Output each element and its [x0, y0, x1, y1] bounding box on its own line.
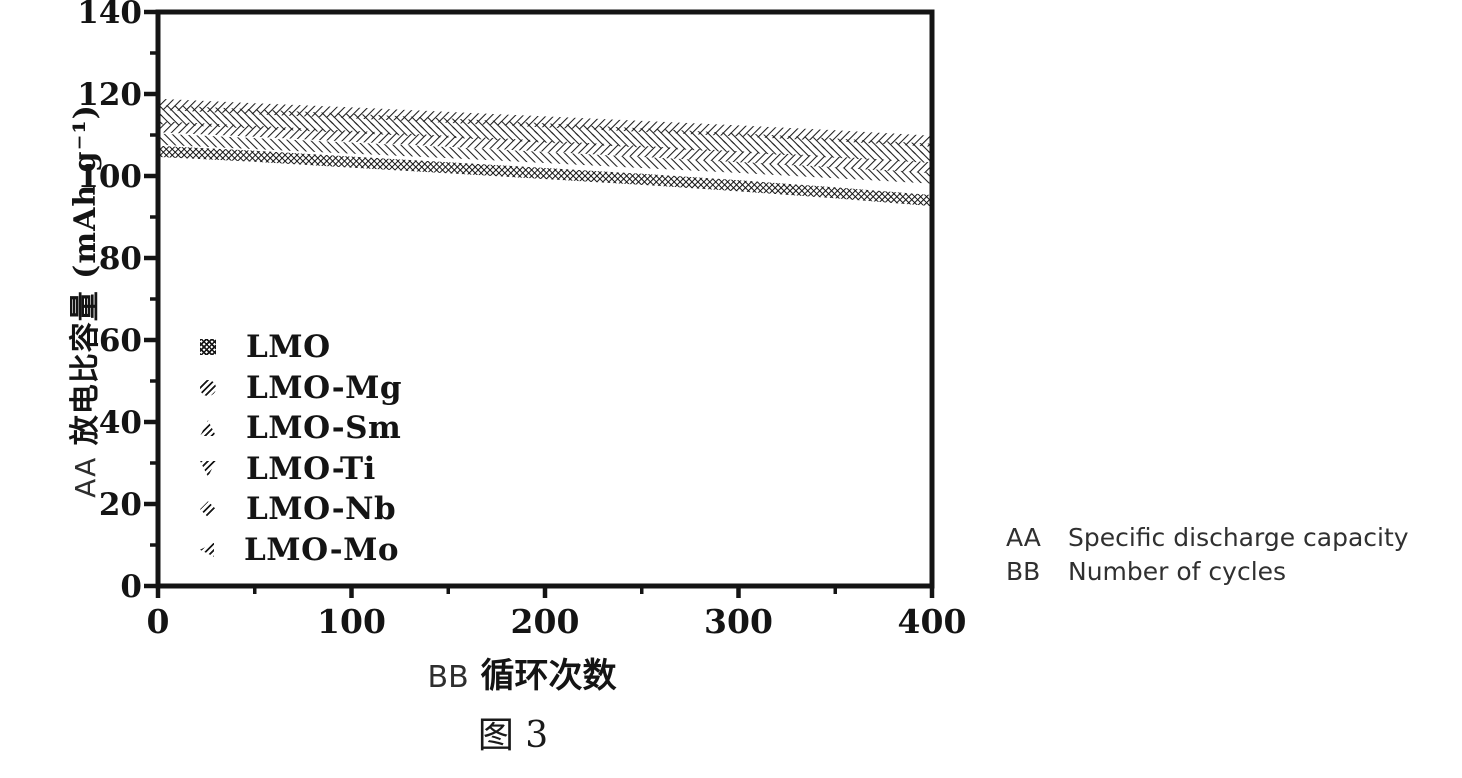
x-tick-label: 200 — [511, 602, 580, 641]
y-tick-label: 140 — [77, 0, 142, 31]
series-band-LMO — [157, 145, 933, 207]
x-axis-key: BB — [427, 660, 469, 695]
legend-marker-square-hatched-icon — [200, 339, 216, 356]
translation-notes: AA Specific discharge capacity BB Number… — [1006, 520, 1409, 588]
x-tick-label: 100 — [317, 602, 386, 641]
legend-item-lmo-sm: LMO-Sm — [196, 408, 402, 449]
note-aa: AA Specific discharge capacity — [1006, 520, 1409, 554]
legend-label: LMO-Nb — [246, 491, 397, 528]
series-band-LMO-Ti — [157, 113, 933, 163]
legend-item-lmo-mg: LMO-Mg — [196, 368, 402, 409]
note-bb-text: Number of cycles — [1068, 556, 1287, 586]
legend-marker-triangle-left-hatched-icon — [200, 542, 214, 557]
series-band-LMO-Mo — [157, 133, 933, 184]
y-tick-label: 60 — [99, 323, 142, 359]
legend-marker-diamond-hatched-icon — [200, 501, 216, 518]
legend-marker-triangle-down-hatched-icon — [200, 460, 216, 477]
series-band-LMO-Mg — [157, 104, 933, 155]
figure-caption: 图 3 — [477, 715, 549, 756]
x-tick-label: 300 — [704, 602, 773, 641]
y-axis-label: AA 放电比容量 (mAh g⁻¹) — [60, 21, 103, 581]
legend-label: LMO — [246, 329, 331, 366]
series-band-LMO-Sm — [157, 98, 933, 147]
legend-label: LMO-Mo — [244, 531, 400, 568]
y-axis-text: 放电比容量 (mAh g⁻¹) — [68, 104, 103, 446]
legend-label: LMO-Mg — [246, 369, 403, 406]
y-axis-key: AA — [69, 456, 102, 498]
legend-marker-circle-hatched-icon — [200, 379, 216, 396]
note-aa-text: Specific discharge capacity — [1068, 522, 1409, 552]
x-axis-text: 循环次数 — [480, 656, 617, 696]
legend-item-lmo-mo: LMO-Mo — [196, 530, 402, 571]
legend-label: LMO-Ti — [246, 450, 376, 487]
legend-item-lmo-nb: LMO-Nb — [196, 489, 402, 530]
note-bb: BB Number of cycles — [1006, 554, 1409, 588]
note-bb-key: BB — [1006, 556, 1041, 586]
x-tick-label: 400 — [898, 602, 967, 641]
legend-label: LMO-Sm — [246, 410, 402, 447]
y-tick-label: 40 — [99, 405, 142, 441]
legend-item-lmo-ti: LMO-Ti — [196, 449, 402, 490]
chart-legend: LMO LMO-Mg LMO-Sm LMO-Ti LMO-Nb LMO-Mo — [196, 327, 402, 570]
y-tick-label: 20 — [99, 487, 142, 523]
series-band-LMO-Nb — [157, 121, 933, 174]
note-aa-key: AA — [1006, 522, 1041, 552]
x-axis-label: BB 循环次数 — [362, 648, 682, 697]
y-tick-label: 120 — [77, 77, 142, 113]
y-tick-label: 0 — [120, 569, 142, 605]
x-tick-label: 0 — [147, 602, 170, 641]
chart-render-layer: 0 20 40 60 80 100 120 140 0 100 200 300 400 — [77, 0, 966, 641]
y-tick-label: 80 — [99, 241, 142, 277]
legend-item-lmo: LMO — [196, 327, 402, 368]
y-tick-label: 100 — [77, 159, 142, 195]
legend-marker-triangle-up-hatched-icon — [200, 420, 216, 437]
